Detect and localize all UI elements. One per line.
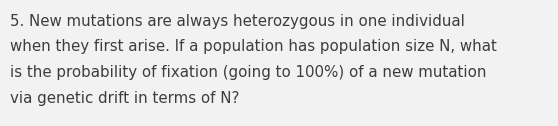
Text: is the probability of fixation (going to 100%) of a new mutation: is the probability of fixation (going to…: [10, 65, 487, 80]
Text: via genetic drift in terms of N?: via genetic drift in terms of N?: [10, 90, 239, 105]
Text: 5. New mutations are always heterozygous in one individual: 5. New mutations are always heterozygous…: [10, 14, 465, 29]
Text: when they first arise. If a population has population size N, what: when they first arise. If a population h…: [10, 39, 497, 55]
